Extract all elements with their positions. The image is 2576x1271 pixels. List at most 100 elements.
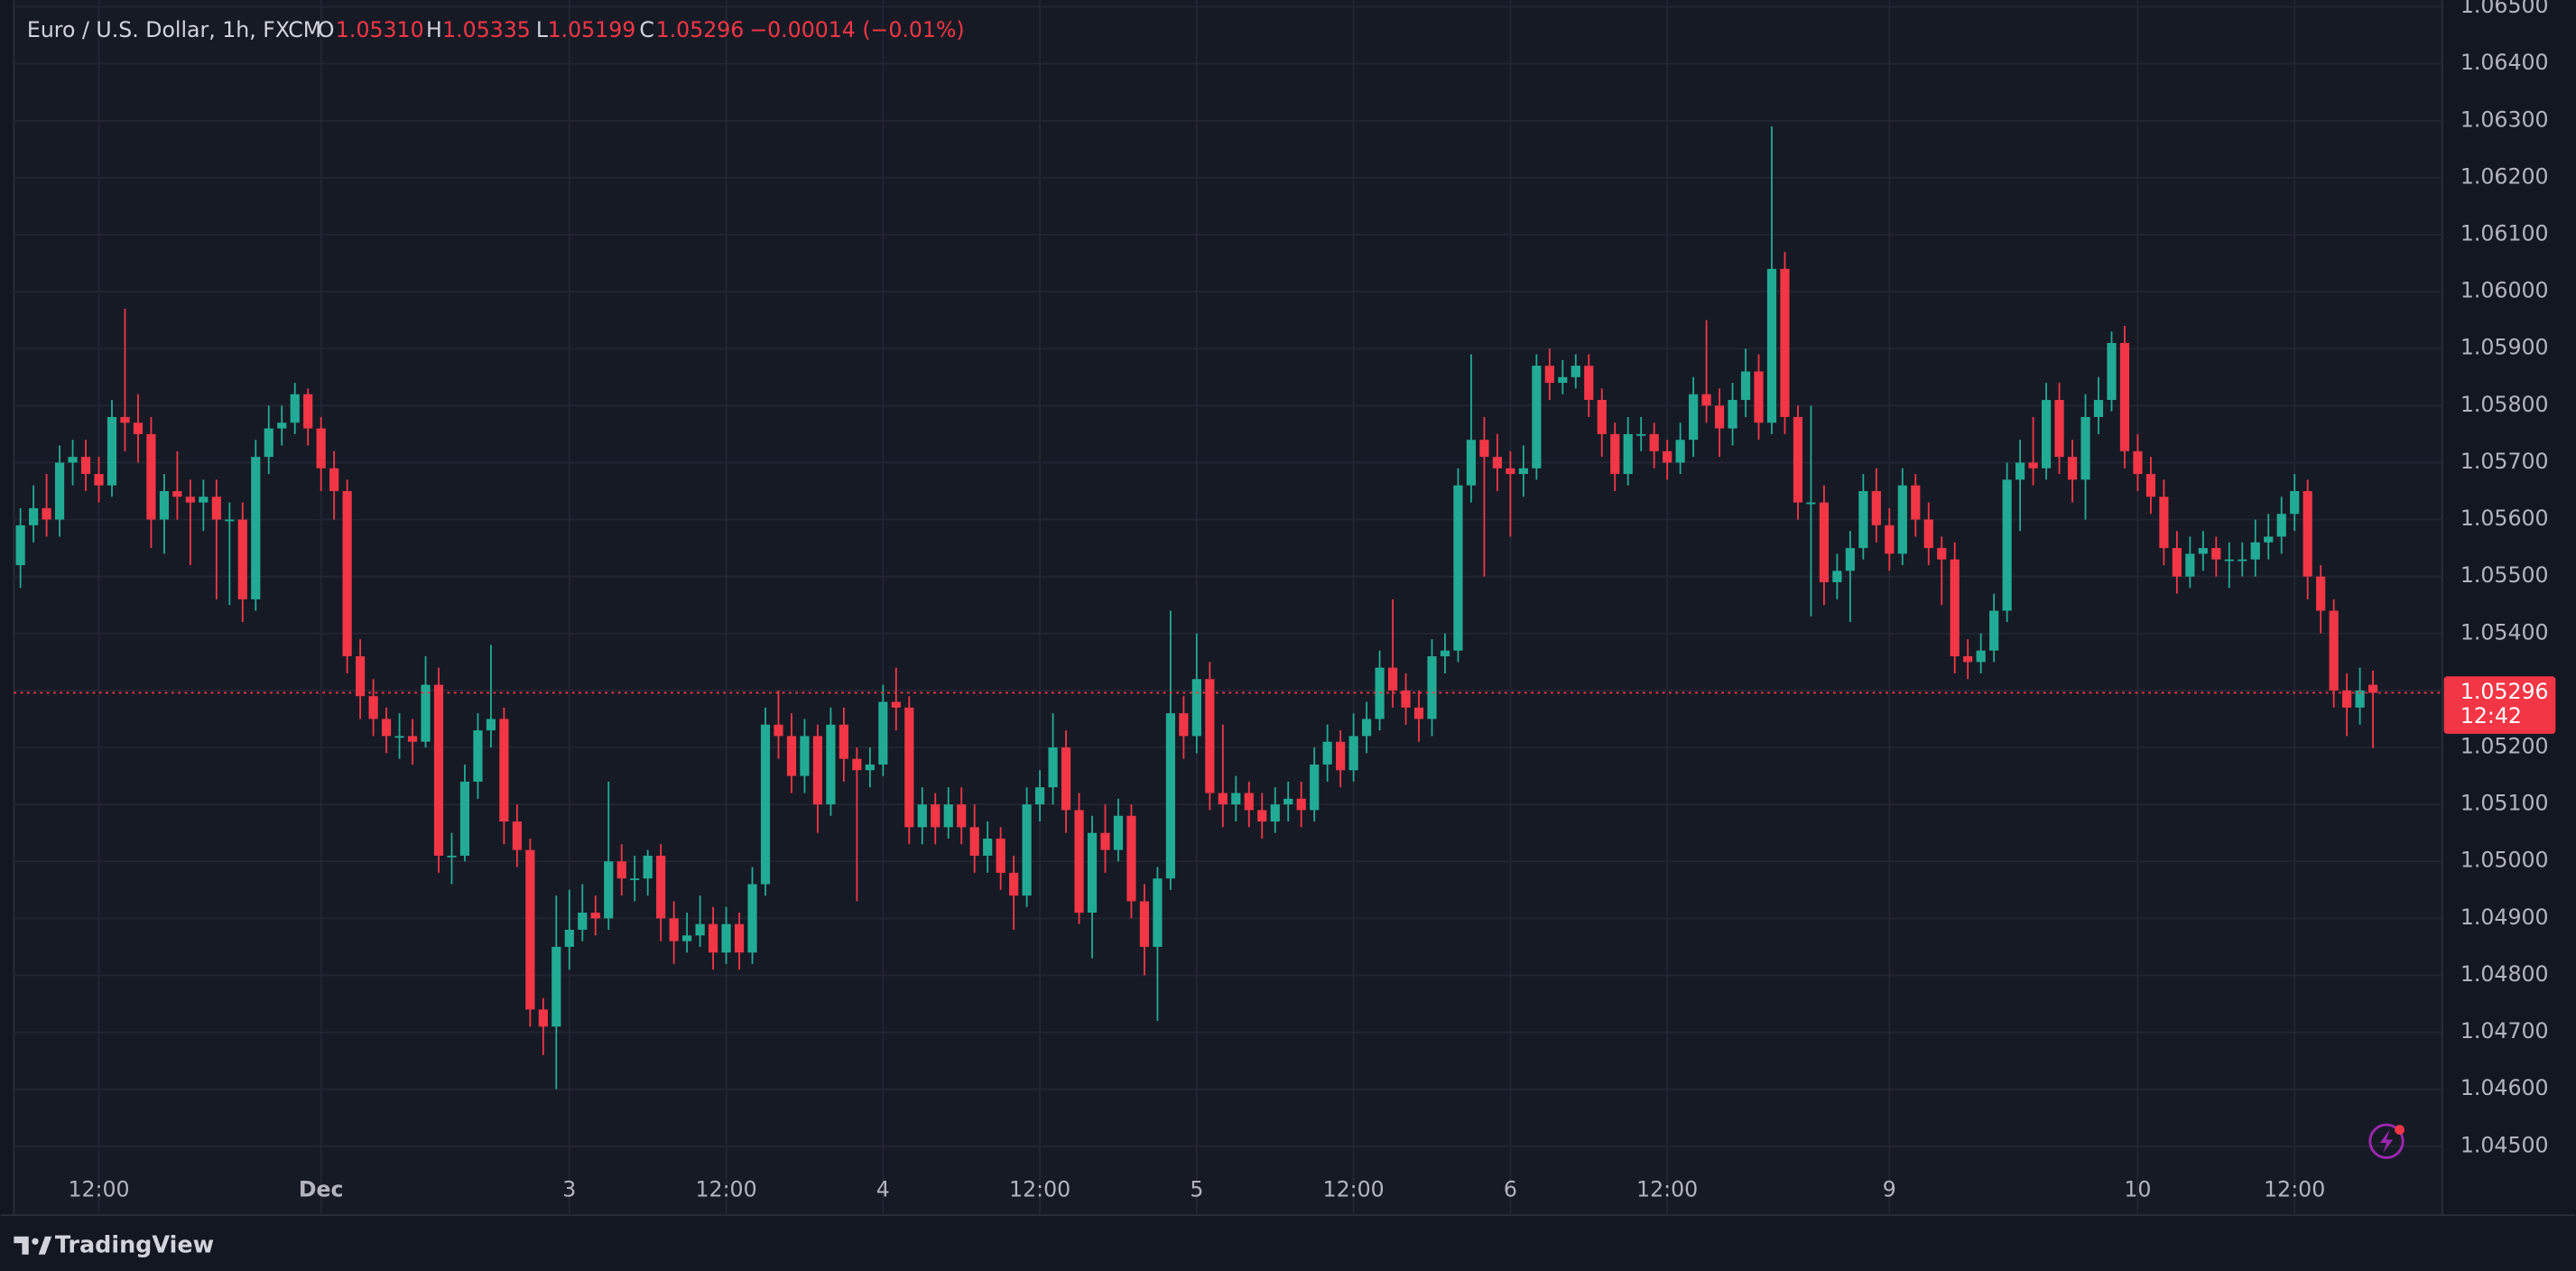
candle-body bbox=[1963, 656, 1973, 663]
ohlc-value: 1.05335 bbox=[442, 17, 531, 42]
candle-body bbox=[54, 462, 65, 520]
candle-body bbox=[1401, 690, 1411, 708]
candle-body bbox=[433, 684, 444, 856]
candle-body bbox=[2172, 548, 2182, 577]
candle-body bbox=[1597, 400, 1607, 434]
candle-body bbox=[421, 684, 431, 742]
candle-body bbox=[760, 724, 771, 885]
candle-body bbox=[1205, 679, 1215, 793]
candle-body bbox=[2119, 342, 2130, 451]
candle-body bbox=[1544, 366, 1554, 384]
plot-area bbox=[14, 0, 2442, 1216]
ohlc-label: C bbox=[639, 17, 654, 42]
x-tick-label: 12:00 bbox=[1636, 1176, 1698, 1201]
candle-body bbox=[316, 428, 326, 469]
candle-body bbox=[1087, 832, 1098, 914]
candle-body bbox=[512, 821, 522, 850]
candle-body bbox=[1191, 679, 1201, 737]
candle-body bbox=[943, 804, 953, 828]
candle-body bbox=[68, 457, 78, 463]
candle-body bbox=[2028, 462, 2038, 469]
candle-body bbox=[865, 764, 875, 771]
y-tick-label: 1.04900 bbox=[2460, 905, 2549, 930]
candle-body bbox=[669, 918, 679, 942]
candle-body bbox=[1413, 707, 1424, 719]
candle-body bbox=[2276, 514, 2286, 537]
countdown: 12:42 bbox=[2460, 703, 2522, 728]
candle-body bbox=[199, 496, 208, 503]
candle-body bbox=[2224, 559, 2234, 561]
candle-body bbox=[643, 855, 653, 879]
candle-body bbox=[525, 849, 535, 1010]
x-tick-label: 12:00 bbox=[696, 1176, 757, 1201]
x-tick-label: 12:00 bbox=[68, 1176, 129, 1201]
candle-body bbox=[2342, 690, 2352, 708]
x-tick-label: 12:00 bbox=[1323, 1176, 1385, 1201]
candle-body bbox=[1440, 650, 1450, 657]
candle-body bbox=[486, 719, 496, 731]
candle-body bbox=[1165, 713, 1175, 879]
y-tick-label: 1.05000 bbox=[2460, 848, 2549, 873]
candle-body bbox=[1375, 667, 1385, 719]
candle-body bbox=[538, 1009, 548, 1027]
candle-body bbox=[29, 507, 39, 525]
candle-body bbox=[1701, 394, 1711, 406]
candle-body bbox=[1740, 371, 1751, 401]
alert-icon[interactable] bbox=[2368, 1123, 2405, 1159]
candle-body bbox=[146, 433, 156, 520]
candle-body bbox=[1362, 719, 1372, 737]
candle-body bbox=[133, 422, 144, 434]
y-tick-label: 1.04700 bbox=[2460, 1018, 2549, 1044]
candle-body bbox=[1310, 764, 1320, 811]
candle-body bbox=[1061, 747, 1071, 811]
candle-body bbox=[656, 855, 666, 919]
candle-body bbox=[185, 496, 195, 503]
candle-body bbox=[1466, 440, 1477, 486]
candle-body bbox=[1218, 793, 1228, 805]
candle-body bbox=[1035, 787, 1045, 805]
candle-body bbox=[407, 736, 418, 742]
y-tick-label: 1.05900 bbox=[2460, 335, 2549, 360]
candle-body bbox=[1754, 371, 1764, 423]
candle-body bbox=[839, 724, 848, 759]
candle-body bbox=[1610, 433, 1620, 475]
candle-body bbox=[211, 496, 221, 520]
candle-body bbox=[1009, 872, 1019, 896]
candle-body bbox=[2002, 479, 2012, 611]
candle-body bbox=[2054, 400, 2064, 458]
candle-body bbox=[1885, 524, 1895, 554]
candle-body bbox=[2290, 491, 2300, 515]
candle-body bbox=[616, 861, 626, 879]
candle-body bbox=[342, 491, 352, 657]
candle-body bbox=[394, 736, 404, 738]
brand-logo[interactable] bbox=[14, 1236, 52, 1255]
candle-body bbox=[2250, 542, 2260, 560]
candle-body bbox=[747, 884, 757, 953]
grid: 1.04500 1.04600 1.04700 1.04800 1.04900 1.050… bbox=[14, 0, 2549, 1216]
candle-body bbox=[2145, 474, 2156, 497]
candle-body bbox=[2107, 342, 2117, 401]
candle-body bbox=[1492, 457, 1502, 469]
y-tick-label: 1.05100 bbox=[2460, 791, 2549, 816]
y-tick-label: 1.05800 bbox=[2460, 392, 2549, 417]
candle-body bbox=[904, 707, 914, 828]
candle-body bbox=[1806, 502, 1816, 505]
candle-body bbox=[2238, 559, 2247, 561]
candle-body bbox=[1780, 268, 1790, 417]
candle-body bbox=[42, 507, 51, 520]
candle-body bbox=[1126, 815, 1136, 902]
candle-body bbox=[107, 416, 117, 486]
ohlc-value: 1.05199 bbox=[548, 17, 636, 42]
candle-body bbox=[1649, 433, 1659, 451]
candle-body bbox=[1989, 610, 1999, 651]
candle-body bbox=[551, 946, 561, 1027]
ohlc-label: L bbox=[536, 17, 549, 42]
candle-body bbox=[604, 861, 614, 919]
x-tick-label: 12:00 bbox=[1009, 1176, 1070, 1201]
candle-body bbox=[459, 781, 470, 856]
candle-body bbox=[2198, 548, 2208, 554]
candle-body bbox=[1336, 741, 1346, 771]
candle-body bbox=[1766, 268, 1777, 423]
candle-body bbox=[1074, 810, 1084, 914]
candle-body bbox=[2185, 553, 2195, 577]
